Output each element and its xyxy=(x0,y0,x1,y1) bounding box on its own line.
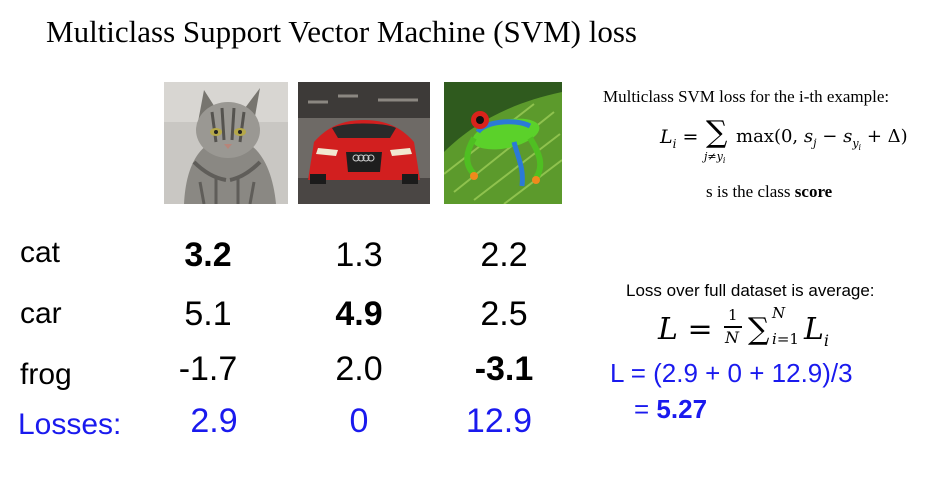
row-label-cat: cat xyxy=(20,236,61,269)
losses-label: Losses: xyxy=(18,408,122,441)
score-cat-image1: 3.2 xyxy=(184,236,232,274)
result-value: 5.27 xyxy=(656,394,708,424)
svm-loss-formula: Li = ∑ j≠yi max(0, sj − syi + Δ) xyxy=(660,115,908,166)
score-cat-image2: 1.3 xyxy=(335,236,383,274)
score-frog-image3: -3.1 xyxy=(474,350,534,388)
tree-frog-photo-icon xyxy=(444,82,562,204)
loss-image2: 0 xyxy=(349,402,369,440)
score-frog-image2: 2.0 xyxy=(335,350,383,388)
loss-image3: 12.9 xyxy=(465,402,533,440)
score-cat-image3: 2.2 xyxy=(480,236,528,274)
average-loss-formula: L = 1 N ∑ N i=1 Li xyxy=(658,304,830,350)
row-label-frog: frog xyxy=(20,358,72,391)
score-car-image3: 2.5 xyxy=(480,295,528,333)
score-note-prefix: s is the class xyxy=(706,182,795,201)
frog-image xyxy=(444,82,562,204)
result-equals: = xyxy=(634,394,657,424)
score-car-image1: 5.1 xyxy=(184,295,232,333)
score-note-bold: score xyxy=(794,182,833,201)
loss-image1: 2.9 xyxy=(190,402,238,440)
red-car-photo-icon xyxy=(298,82,430,204)
dataset-loss-heading: Loss over full dataset is average: xyxy=(626,281,875,300)
car-image xyxy=(298,82,430,204)
average-loss-computation: L = (2.9 + 0 + 12.9)/3 xyxy=(610,358,853,388)
score-car-image2: 4.9 xyxy=(335,295,383,333)
cat-image xyxy=(164,82,288,204)
example-loss-heading: Multiclass SVM loss for the i-th example… xyxy=(603,87,890,106)
row-label-car: car xyxy=(20,297,62,330)
slide-title: Multiclass Support Vector Machine (SVM) … xyxy=(46,14,637,49)
average-loss-result: = 5.27 xyxy=(634,394,707,425)
score-note: s is the class score xyxy=(706,182,832,202)
cat-photo-icon xyxy=(164,82,288,204)
score-frog-image1: -1.7 xyxy=(178,350,238,388)
